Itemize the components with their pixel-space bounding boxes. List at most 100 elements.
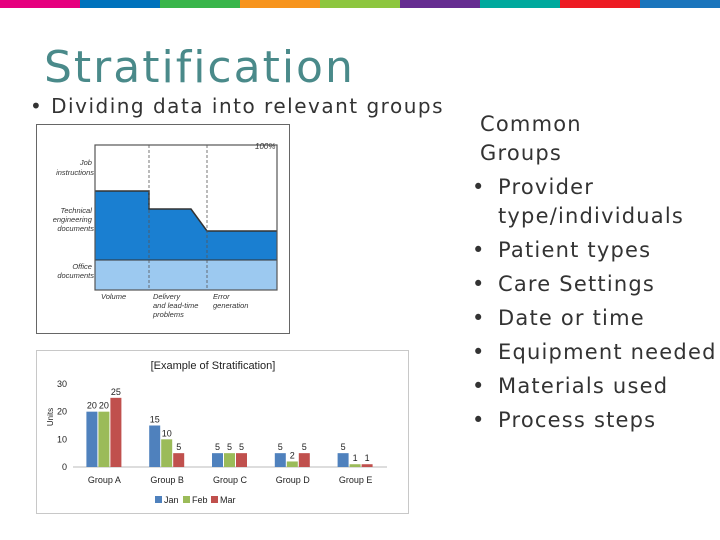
office-label: Office documents	[57, 262, 94, 280]
legend-label: Mar	[220, 495, 236, 505]
group-list-item: • Materials used	[458, 372, 720, 401]
data-label: 5	[302, 442, 307, 452]
bar-mar-group-a	[110, 397, 122, 467]
common-groups-heading: Common Groups	[480, 112, 582, 165]
bar-jan-group-d	[274, 453, 286, 467]
bar-chart: [Example of Stratification] Units 0 10 20 3…	[46, 360, 387, 505]
data-label: 1	[365, 453, 370, 463]
top-bar-segment	[320, 0, 400, 8]
technical-documents-area-4	[207, 231, 277, 260]
top-bar-segment	[240, 0, 320, 8]
x-tick-label: Group D	[276, 475, 311, 485]
chart-title: [Example of Stratification]	[151, 360, 276, 372]
data-label: 20	[99, 401, 109, 411]
technical-documents-area-3	[191, 209, 207, 260]
pct-label: 100%	[255, 142, 275, 151]
data-label: 25	[111, 387, 121, 397]
group-list-item: • Process steps	[458, 406, 720, 435]
tech-label: Technical engineering documents	[53, 206, 95, 233]
group-list-item: • Patient types	[458, 236, 720, 265]
data-label: 5	[215, 442, 220, 452]
legend-swatch	[211, 496, 218, 503]
top-bar-segment	[0, 0, 80, 8]
chart-legend: Jan Feb Mar	[155, 495, 236, 505]
data-label: 10	[162, 428, 172, 438]
group-list-item: • Equipment needed	[458, 338, 720, 367]
data-label: 5	[227, 442, 232, 452]
bar-mar-group-e	[361, 464, 373, 467]
y-tick-label: 30	[57, 379, 67, 389]
x-tick-label: Group E	[339, 475, 373, 485]
bullet: •	[472, 408, 486, 432]
chart-bars	[86, 397, 373, 467]
data-label: 5	[176, 442, 181, 452]
chart-x-ticks: Group A Group B Group C Group D Group E	[88, 475, 372, 485]
slide-title: Stratification	[44, 42, 355, 93]
data-label: 15	[150, 415, 160, 425]
legend-swatch	[155, 496, 162, 503]
data-label: 5	[341, 442, 346, 452]
bar-feb-group-b	[161, 439, 173, 467]
y-tick-label: 0	[62, 462, 67, 472]
common-groups-panel: Common Groups • Provider type/individuals…	[458, 110, 720, 435]
technical-documents-area-2	[149, 209, 191, 260]
legend-label: Feb	[192, 495, 208, 505]
bullet: •	[472, 238, 486, 262]
bullet: •	[472, 175, 486, 199]
bar-feb-group-a	[98, 411, 110, 467]
bullet: •	[472, 306, 486, 330]
top-bar-segment	[400, 0, 480, 8]
x-tick-label: Group C	[213, 475, 248, 485]
group-item-text: Provider type/individuals	[498, 175, 685, 228]
bar-mar-group-d	[298, 453, 310, 467]
legend-swatch	[183, 496, 190, 503]
group-list-item: • Care Settings	[458, 270, 720, 299]
legend-label: Jan	[164, 495, 179, 505]
group-item-text: Date or time	[498, 306, 645, 330]
group-list-item: • Provider type/individuals	[458, 173, 720, 231]
stratification-diagram: 100% Job instructions Technical engineer…	[53, 142, 278, 319]
data-label: 5	[239, 442, 244, 452]
stratification-figure: 100% Job instructions Technical engineer…	[36, 124, 290, 334]
data-label: 2	[290, 450, 295, 460]
subtitle-text: Dividing data into relevant groups	[51, 94, 444, 118]
top-color-bar	[0, 0, 720, 8]
office-documents-band	[95, 260, 277, 290]
y-tick-label: 20	[57, 407, 67, 417]
group-item-text: Equipment needed	[498, 340, 717, 364]
delivery-label: Delivery and lead-time problems	[152, 292, 201, 319]
x-tick-label: Group A	[88, 475, 121, 485]
diagram-frame	[94, 144, 278, 291]
bar-mar-group-b	[173, 453, 185, 467]
step-line	[95, 190, 277, 232]
top-bar-segment	[640, 0, 720, 8]
bullet: •	[472, 340, 486, 364]
stratification-chart: [Example of Stratification] Units 0 10 20 3…	[36, 350, 409, 514]
bar-jan-group-a	[86, 411, 98, 467]
slide-subtitle: • Dividing data into relevant groups	[30, 94, 444, 118]
technical-documents-area	[95, 191, 149, 260]
job-label: Job instructions	[56, 158, 94, 177]
common-groups-list: • Provider type/individuals • Patient types…	[458, 173, 720, 435]
bullet: •	[472, 374, 486, 398]
bullet: •	[472, 272, 486, 296]
x-tick-label: Group B	[150, 475, 184, 485]
bar-mar-group-c	[236, 453, 247, 467]
group-list-item: • Date or time	[458, 304, 720, 333]
bar-feb-group-c	[224, 453, 235, 467]
subtitle-bullet: •	[30, 94, 44, 118]
group-item-text: Patient types	[498, 238, 652, 262]
group-item-text: Care Settings	[498, 272, 656, 296]
group-item-text: Process steps	[498, 408, 657, 432]
top-bar-segment	[560, 0, 640, 8]
y-tick-label: 10	[57, 434, 67, 444]
y-axis-label: Units	[46, 408, 55, 426]
data-label: 5	[278, 442, 283, 452]
bar-jan-group-e	[337, 453, 349, 467]
top-bar-segment	[480, 0, 560, 8]
bar-jan-group-b	[149, 425, 161, 467]
bar-feb-group-e	[349, 464, 361, 467]
error-label: Error generation	[213, 292, 248, 310]
bar-jan-group-c	[212, 453, 223, 467]
